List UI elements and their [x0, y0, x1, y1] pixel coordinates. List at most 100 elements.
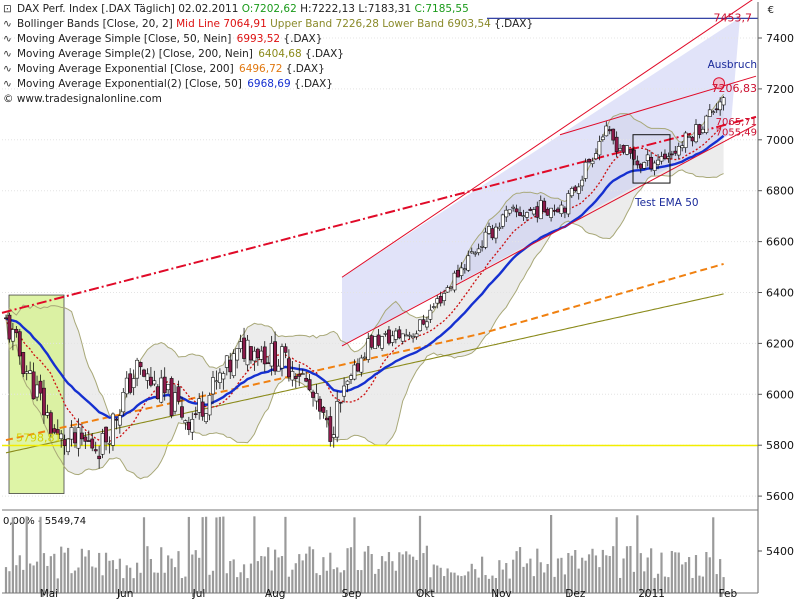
- legend-symbol: DAX Perf. Index [.DAX Täglich]: [17, 3, 175, 15]
- candle-body: [600, 136, 605, 140]
- candle-body: [4, 317, 8, 320]
- candle-body: [462, 268, 467, 271]
- candle-body: [93, 449, 98, 452]
- candle: [90, 433, 95, 452]
- candle: [576, 183, 581, 200]
- y-tick-label: 7200: [766, 83, 794, 96]
- volume-bar: [518, 547, 522, 593]
- candle-body: [218, 372, 222, 383]
- volume-bar: [291, 569, 294, 593]
- bollinger-upper-line: [5, 93, 725, 418]
- candle-body: [373, 336, 378, 349]
- x-tick-label: Mai: [40, 588, 58, 600]
- volume-bar: [325, 570, 328, 593]
- volume-bar: [343, 570, 346, 593]
- volume-bar: [463, 575, 466, 593]
- volume-bar: [339, 572, 342, 593]
- candle-body: [493, 226, 498, 239]
- candle-body: [480, 245, 485, 248]
- volume-bar: [122, 578, 125, 593]
- volume-bar: [422, 553, 425, 593]
- ema50-line: [5, 134, 725, 419]
- legend-suffix: {.DAX}: [283, 33, 323, 45]
- volume-bar: [25, 516, 28, 593]
- volume-bar: [201, 517, 204, 593]
- volume-bar: [481, 556, 484, 593]
- legend-low: L:7183,31: [358, 3, 412, 15]
- candle-body: [556, 208, 560, 213]
- candle-body: [521, 215, 526, 217]
- candle-body: [459, 267, 464, 276]
- candle-body: [362, 356, 367, 359]
- volume-bar: [574, 550, 577, 593]
- volume-bar: [556, 558, 560, 593]
- volume-bar: [232, 559, 235, 593]
- candle-body: [414, 333, 419, 337]
- volume-bar: [708, 557, 711, 593]
- y-tick-label: 5600: [766, 490, 794, 503]
- sma200-line: [5, 293, 724, 454]
- vol-tick-label: 5400: [766, 545, 794, 558]
- legend-row-sma200[interactable]: ∿ Moving Average Simple(2) [Close, 200, N…: [3, 47, 533, 62]
- volume-bar: [539, 562, 542, 593]
- volume-bar: [560, 557, 563, 593]
- indicator-icon: ∿: [3, 63, 12, 75]
- legend-row-bollinger[interactable]: ∿ Bollinger Bands [Close, 20, 2] Mid Line…: [3, 17, 533, 32]
- legend-suffix: {.DAX}: [293, 78, 333, 90]
- legend-row-symbol: ⊡ DAX Perf. Index [.DAX Täglich] 02.02.20…: [3, 2, 533, 17]
- volume-bar: [353, 517, 356, 593]
- volume-bar: [287, 576, 290, 593]
- volume-bar: [698, 575, 701, 593]
- legend-high: H:7222,13: [300, 3, 355, 15]
- volume-bar: [570, 555, 573, 593]
- volume-bar: [32, 565, 35, 593]
- candle-body: [152, 380, 157, 385]
- candle: [459, 262, 464, 280]
- candle-body: [621, 145, 626, 153]
- candle: [93, 441, 98, 454]
- volume-bar: [625, 546, 629, 593]
- legend-row-ema200[interactable]: ∿ Moving Average Exponential [Close, 200]…: [3, 62, 533, 77]
- candle-body: [324, 417, 329, 421]
- legend-row-copyright: © www.tradesignalonline.com: [3, 92, 533, 107]
- candle: [38, 374, 43, 401]
- candle-body: [173, 392, 177, 412]
- candle-body: [531, 209, 536, 215]
- volume-bar: [670, 550, 673, 593]
- candle: [652, 160, 657, 176]
- candle: [428, 304, 433, 323]
- volume-bar: [681, 564, 684, 593]
- volume-bar: [456, 575, 460, 593]
- volume-bar: [553, 576, 556, 593]
- candle-body: [11, 329, 15, 342]
- candle-body: [369, 335, 374, 348]
- volume-bar: [367, 545, 370, 593]
- candle-body: [21, 352, 26, 375]
- volume-bar: [53, 553, 56, 593]
- volume-bar: [467, 571, 470, 593]
- volume-bar: [356, 570, 359, 593]
- volume-bar: [722, 577, 725, 593]
- candle: [476, 243, 481, 256]
- candle: [373, 335, 378, 349]
- volume-bar: [660, 552, 663, 593]
- candle-body: [525, 212, 529, 218]
- volume-bar: [311, 549, 315, 593]
- legend-row-ema50[interactable]: ∿ Moving Average Exponential(2) [Close, 5…: [3, 77, 533, 92]
- candle-body: [131, 378, 136, 388]
- candle: [369, 334, 374, 350]
- candle-body: [211, 377, 215, 395]
- candle-body: [69, 427, 74, 440]
- volume-bar: [115, 568, 118, 593]
- volume-bar: [284, 516, 287, 593]
- volume-bar: [73, 570, 77, 593]
- candle-body: [580, 179, 585, 187]
- candle: [718, 97, 723, 116]
- volume-bar: [142, 517, 146, 593]
- candle-body: [452, 272, 457, 291]
- volume-bar: [132, 578, 135, 593]
- legend-row-sma50[interactable]: ∿ Moving Average Simple [Close, 50, Nein]…: [3, 32, 533, 47]
- volume-bar: [29, 563, 32, 593]
- candle: [283, 343, 288, 359]
- candle: [594, 148, 598, 161]
